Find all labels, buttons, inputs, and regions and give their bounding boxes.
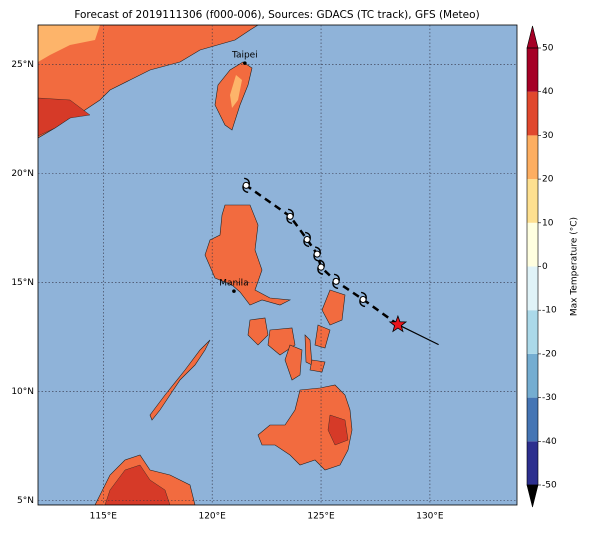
past-track <box>397 324 439 346</box>
cyclone-center <box>303 235 311 243</box>
land-palawan <box>149 339 211 421</box>
lon-tick-label: 115°E <box>90 512 118 522</box>
land-luzon <box>204 204 292 306</box>
city-label: Manila <box>219 279 249 289</box>
colorbar-band <box>527 310 538 354</box>
colorbar-tick-label: 20 <box>542 175 554 185</box>
colorbar-band <box>527 397 538 442</box>
lat-tick-label: 10°N <box>11 387 34 397</box>
colorbar-tick-label: -50 <box>542 481 557 491</box>
land-panay <box>267 327 296 356</box>
colorbar-tick-label: 30 <box>542 131 554 141</box>
map-frame <box>37 24 518 506</box>
lon-tick-label: 130°E <box>416 512 444 522</box>
land-hot <box>38 97 91 137</box>
city-label: Taipei <box>231 51 258 61</box>
land-hot <box>104 464 171 505</box>
colorbar-extend-bottom <box>526 484 539 508</box>
colorbar-band <box>527 179 538 223</box>
title: Forecast of 2019111306 (f000-006), Sourc… <box>74 9 479 21</box>
cyclone-center <box>317 263 325 271</box>
land-leyte <box>314 324 331 349</box>
colorbar-tick-label: -10 <box>542 306 557 316</box>
cyclone-center <box>286 212 294 220</box>
city-dot <box>243 61 247 65</box>
cyclone-center <box>359 295 367 303</box>
land-cool <box>230 75 242 108</box>
land-hot <box>327 414 349 446</box>
colorbar-band <box>527 222 538 267</box>
cyclone-center <box>242 181 250 189</box>
lat-tick-label: 20°N <box>11 169 34 179</box>
colorbar-extend-top <box>526 25 539 49</box>
colorbar-tick-label: 0 <box>542 262 548 272</box>
cyclone-center <box>332 277 340 285</box>
colorbar-band <box>527 266 538 311</box>
storm-position <box>388 314 408 333</box>
colorbar-band <box>527 91 538 136</box>
colorbar-label: Max Temperature (°C) <box>570 217 580 316</box>
lon-tick-label: 125°E <box>307 512 335 522</box>
colorbar-tick-label: 10 <box>542 218 554 228</box>
land-mindanao <box>257 384 353 471</box>
lat-tick-label: 5°N <box>17 496 34 506</box>
lon-tick-label: 120°E <box>198 512 226 522</box>
colorbar-tick-label: -20 <box>542 349 557 359</box>
colorbar-band <box>527 135 538 180</box>
colorbar-band <box>527 441 538 485</box>
land-cool <box>38 25 100 62</box>
lat-tick-label: 15°N <box>11 278 34 288</box>
colorbar-band <box>527 353 538 398</box>
colorbar-tick-label: -30 <box>542 393 557 403</box>
land-negros <box>284 344 303 381</box>
lat-tick-label: 25°N <box>11 60 34 70</box>
land-bohol <box>309 359 326 373</box>
colorbar-tick-label: 40 <box>542 87 554 97</box>
colorbar-band <box>527 48 538 92</box>
land-samar <box>321 289 346 326</box>
city-dot <box>232 289 236 293</box>
colorbar-tick-label: -40 <box>542 437 557 447</box>
colorbar-tick-label: 50 <box>542 44 554 54</box>
cyclone-center <box>313 250 321 258</box>
map-area <box>38 25 517 505</box>
land-mindoro <box>247 317 269 346</box>
